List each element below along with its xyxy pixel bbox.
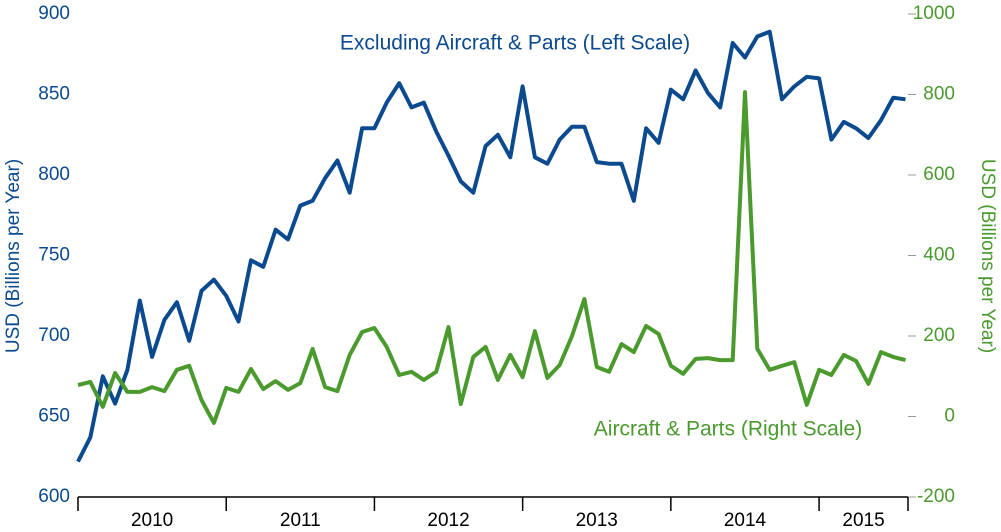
- y-tick-label: 600: [38, 486, 70, 507]
- x-tick-label: 2015: [842, 510, 884, 531]
- series-line: [76, 29, 906, 463]
- y2-tick-label: 800: [923, 84, 955, 105]
- y2-axis-label: USD (Billions per Year): [977, 159, 998, 353]
- y2-tick-label: 0: [944, 406, 955, 427]
- x-tick-label: 2012: [427, 510, 469, 531]
- x-tick-label: 2013: [576, 510, 618, 531]
- x-tick-label: 2010: [131, 510, 173, 531]
- y-tick-label: 900: [38, 3, 70, 24]
- y2-tick-label: 200: [923, 325, 955, 346]
- y2-tick-label: 1000: [913, 3, 955, 24]
- series-line: [77, 90, 907, 425]
- y-tick-label: 850: [38, 84, 70, 105]
- y-tick-label: 650: [38, 406, 70, 427]
- x-tick-label: 2011: [280, 510, 321, 531]
- series-annotation: Excluding Aircraft & Parts (Left Scale): [340, 32, 690, 55]
- y2-tick-label: 400: [923, 245, 955, 266]
- y2-tick-label: -200: [917, 486, 955, 507]
- y-axis-label: USD (Billions per Year): [3, 159, 24, 353]
- y2-tick-label: 600: [923, 164, 955, 185]
- series-annotation: Aircraft & Parts (Right Scale): [594, 418, 862, 441]
- x-tick-label: 2014: [724, 510, 767, 531]
- y-tick-label: 700: [38, 325, 70, 346]
- y-tick-label: 800: [38, 164, 70, 185]
- y-tick-label: 750: [38, 245, 70, 266]
